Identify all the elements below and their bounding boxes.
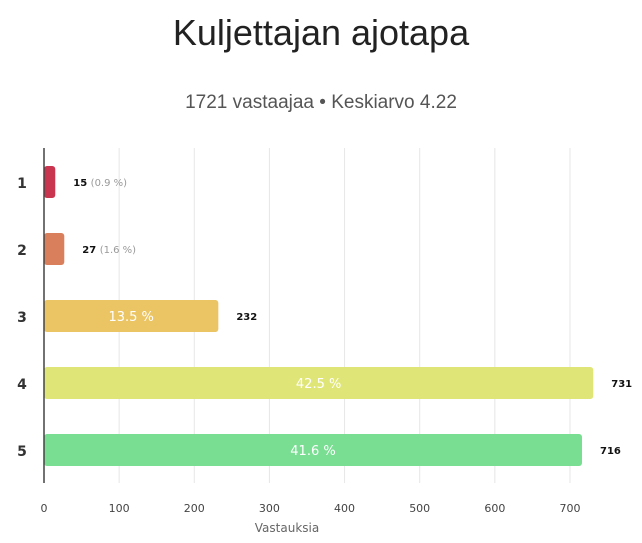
y-tick-label: 3 (17, 310, 27, 326)
bar-percent-label: 13.5 % (108, 310, 153, 325)
y-tick-label: 1 (17, 176, 27, 192)
chart-subtitle: 1721 vastaajaa • Keskiarvo 4.22 (185, 92, 457, 113)
x-tick-label: 600 (484, 502, 505, 515)
x-tick-label: 700 (559, 502, 580, 515)
bar-value-label: 716 (600, 446, 621, 457)
x-tick-label: 500 (409, 502, 430, 515)
bar (44, 434, 583, 466)
bar-value-label: 27 (1.6 %) (82, 245, 136, 256)
x-tick-label: 100 (109, 502, 130, 515)
x-tick-label: 200 (184, 502, 205, 515)
y-tick-label: 5 (17, 444, 27, 460)
bar (44, 300, 219, 332)
bar-value-label: 232 (236, 312, 257, 323)
bar (44, 233, 65, 265)
y-tick-label: 2 (17, 243, 27, 259)
x-tick-label: 300 (259, 502, 280, 515)
bar-value-label: 731 (611, 379, 632, 390)
bar (44, 166, 56, 198)
bar-percent-label: 41.6 % (290, 444, 335, 459)
chart-title: Kuljettajan ajotapa (172, 12, 470, 53)
x-tick-label: 400 (334, 502, 355, 515)
bar-percent-label: 42.5 % (296, 377, 341, 392)
y-tick-label: 4 (17, 377, 27, 393)
bar-value-label: 15 (0.9 %) (73, 178, 127, 189)
x-tick-label: 0 (41, 502, 48, 515)
x-axis-label: Vastauksia (255, 521, 319, 535)
bar (44, 367, 594, 399)
